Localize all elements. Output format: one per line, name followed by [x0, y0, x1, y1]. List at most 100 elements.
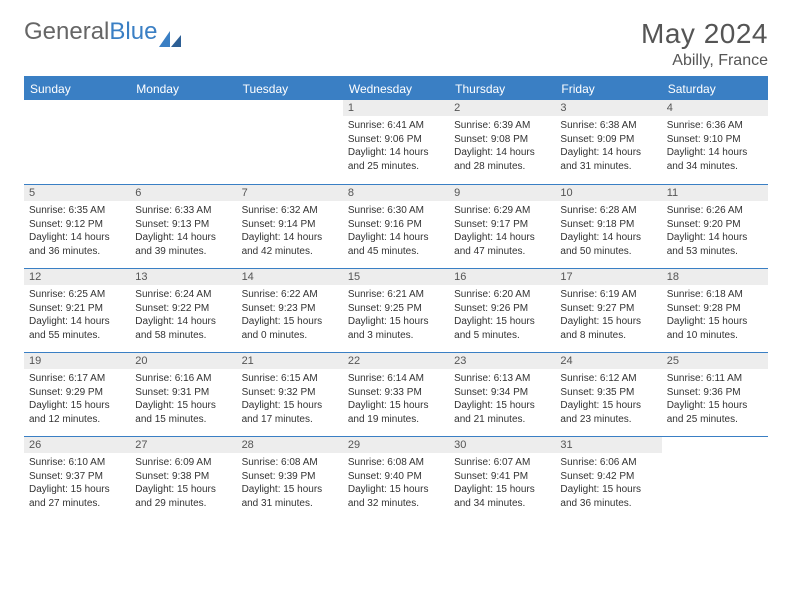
calendar-grid: SundayMondayTuesdayWednesdayThursdayFrid… [24, 76, 768, 520]
month-title: May 2024 [641, 18, 768, 50]
calendar-day: 1Sunrise: 6:41 AMSunset: 9:06 PMDaylight… [343, 100, 449, 184]
day-number: 25 [662, 353, 768, 369]
day-number: 29 [343, 437, 449, 453]
weekday-header: Friday [555, 78, 661, 100]
calendar-day: 15Sunrise: 6:21 AMSunset: 9:25 PMDayligh… [343, 268, 449, 352]
weekday-header: Sunday [24, 78, 130, 100]
day-details: Sunrise: 6:39 AMSunset: 9:08 PMDaylight:… [449, 116, 555, 178]
calendar-day: 25Sunrise: 6:11 AMSunset: 9:36 PMDayligh… [662, 352, 768, 436]
calendar-day: 22Sunrise: 6:14 AMSunset: 9:33 PMDayligh… [343, 352, 449, 436]
day-number: 22 [343, 353, 449, 369]
day-number: 17 [555, 269, 661, 285]
day-number: 13 [130, 269, 236, 285]
day-number: 7 [237, 185, 343, 201]
day-details: Sunrise: 6:13 AMSunset: 9:34 PMDaylight:… [449, 369, 555, 431]
calendar-day: 7Sunrise: 6:32 AMSunset: 9:14 PMDaylight… [237, 184, 343, 268]
day-number: 2 [449, 100, 555, 116]
logo-sail-icon [159, 26, 181, 42]
calendar-day: 3Sunrise: 6:38 AMSunset: 9:09 PMDaylight… [555, 100, 661, 184]
calendar-day: 13Sunrise: 6:24 AMSunset: 9:22 PMDayligh… [130, 268, 236, 352]
location-label: Abilly, France [641, 52, 768, 70]
day-details: Sunrise: 6:38 AMSunset: 9:09 PMDaylight:… [555, 116, 661, 178]
day-number: 16 [449, 269, 555, 285]
day-number: 30 [449, 437, 555, 453]
day-number: 31 [555, 437, 661, 453]
day-details: Sunrise: 6:35 AMSunset: 9:12 PMDaylight:… [24, 201, 130, 263]
day-number: 21 [237, 353, 343, 369]
calendar-day: 12Sunrise: 6:25 AMSunset: 9:21 PMDayligh… [24, 268, 130, 352]
calendar-day: 16Sunrise: 6:20 AMSunset: 9:26 PMDayligh… [449, 268, 555, 352]
day-details: Sunrise: 6:12 AMSunset: 9:35 PMDaylight:… [555, 369, 661, 431]
day-number: 4 [662, 100, 768, 116]
day-details: Sunrise: 6:10 AMSunset: 9:37 PMDaylight:… [24, 453, 130, 515]
day-details: Sunrise: 6:07 AMSunset: 9:41 PMDaylight:… [449, 453, 555, 515]
calendar-day: 26Sunrise: 6:10 AMSunset: 9:37 PMDayligh… [24, 436, 130, 520]
day-number: 3 [555, 100, 661, 116]
day-number: 9 [449, 185, 555, 201]
calendar-day: 23Sunrise: 6:13 AMSunset: 9:34 PMDayligh… [449, 352, 555, 436]
day-details: Sunrise: 6:08 AMSunset: 9:39 PMDaylight:… [237, 453, 343, 515]
day-details: Sunrise: 6:24 AMSunset: 9:22 PMDaylight:… [130, 285, 236, 347]
day-number: 5 [24, 185, 130, 201]
calendar-day: 20Sunrise: 6:16 AMSunset: 9:31 PMDayligh… [130, 352, 236, 436]
day-details: Sunrise: 6:36 AMSunset: 9:10 PMDaylight:… [662, 116, 768, 178]
calendar-day: 8Sunrise: 6:30 AMSunset: 9:16 PMDaylight… [343, 184, 449, 268]
calendar-empty: 0. [24, 100, 130, 184]
calendar-day: 9Sunrise: 6:29 AMSunset: 9:17 PMDaylight… [449, 184, 555, 268]
brand-part2: Blue [109, 18, 157, 46]
weekday-header: Wednesday [343, 78, 449, 100]
day-details: Sunrise: 6:19 AMSunset: 9:27 PMDaylight:… [555, 285, 661, 347]
weekday-header: Monday [130, 78, 236, 100]
day-number: 18 [662, 269, 768, 285]
calendar-empty: 0. [130, 100, 236, 184]
day-number: 24 [555, 353, 661, 369]
day-number: 27 [130, 437, 236, 453]
calendar-day: 14Sunrise: 6:22 AMSunset: 9:23 PMDayligh… [237, 268, 343, 352]
day-details: Sunrise: 6:15 AMSunset: 9:32 PMDaylight:… [237, 369, 343, 431]
day-number: 12 [24, 269, 130, 285]
calendar-day: 27Sunrise: 6:09 AMSunset: 9:38 PMDayligh… [130, 436, 236, 520]
day-number: 14 [237, 269, 343, 285]
day-details: Sunrise: 6:16 AMSunset: 9:31 PMDaylight:… [130, 369, 236, 431]
day-details: Sunrise: 6:06 AMSunset: 9:42 PMDaylight:… [555, 453, 661, 515]
day-details: Sunrise: 6:18 AMSunset: 9:28 PMDaylight:… [662, 285, 768, 347]
calendar-day: 5Sunrise: 6:35 AMSunset: 9:12 PMDaylight… [24, 184, 130, 268]
day-details: Sunrise: 6:32 AMSunset: 9:14 PMDaylight:… [237, 201, 343, 263]
day-number: 23 [449, 353, 555, 369]
calendar-day: 19Sunrise: 6:17 AMSunset: 9:29 PMDayligh… [24, 352, 130, 436]
day-number: 8 [343, 185, 449, 201]
calendar-day: 2Sunrise: 6:39 AMSunset: 9:08 PMDaylight… [449, 100, 555, 184]
day-number: 1 [343, 100, 449, 116]
brand-logo: GeneralBlue [24, 18, 181, 46]
day-details: Sunrise: 6:26 AMSunset: 9:20 PMDaylight:… [662, 201, 768, 263]
calendar-day: 21Sunrise: 6:15 AMSunset: 9:32 PMDayligh… [237, 352, 343, 436]
day-details: Sunrise: 6:41 AMSunset: 9:06 PMDaylight:… [343, 116, 449, 178]
day-details: Sunrise: 6:25 AMSunset: 9:21 PMDaylight:… [24, 285, 130, 347]
brand-part1: General [24, 18, 109, 46]
day-number: 11 [662, 185, 768, 201]
day-details: Sunrise: 6:14 AMSunset: 9:33 PMDaylight:… [343, 369, 449, 431]
day-details: Sunrise: 6:33 AMSunset: 9:13 PMDaylight:… [130, 201, 236, 263]
calendar-day: 4Sunrise: 6:36 AMSunset: 9:10 PMDaylight… [662, 100, 768, 184]
day-details: Sunrise: 6:20 AMSunset: 9:26 PMDaylight:… [449, 285, 555, 347]
weekday-header: Saturday [662, 78, 768, 100]
header: GeneralBlue May 2024 Abilly, France [24, 18, 768, 70]
day-details: Sunrise: 6:22 AMSunset: 9:23 PMDaylight:… [237, 285, 343, 347]
day-number: 10 [555, 185, 661, 201]
day-details: Sunrise: 6:29 AMSunset: 9:17 PMDaylight:… [449, 201, 555, 263]
calendar-day: 11Sunrise: 6:26 AMSunset: 9:20 PMDayligh… [662, 184, 768, 268]
calendar-day: 28Sunrise: 6:08 AMSunset: 9:39 PMDayligh… [237, 436, 343, 520]
calendar-day: 6Sunrise: 6:33 AMSunset: 9:13 PMDaylight… [130, 184, 236, 268]
calendar-day: 24Sunrise: 6:12 AMSunset: 9:35 PMDayligh… [555, 352, 661, 436]
day-details: Sunrise: 6:30 AMSunset: 9:16 PMDaylight:… [343, 201, 449, 263]
day-number: 28 [237, 437, 343, 453]
calendar-day: 29Sunrise: 6:08 AMSunset: 9:40 PMDayligh… [343, 436, 449, 520]
day-details: Sunrise: 6:09 AMSunset: 9:38 PMDaylight:… [130, 453, 236, 515]
day-details: Sunrise: 6:28 AMSunset: 9:18 PMDaylight:… [555, 201, 661, 263]
title-block: May 2024 Abilly, France [641, 18, 768, 70]
calendar-empty: 0. [662, 436, 768, 520]
calendar-day: 10Sunrise: 6:28 AMSunset: 9:18 PMDayligh… [555, 184, 661, 268]
calendar-empty: 0. [237, 100, 343, 184]
weekday-header: Thursday [449, 78, 555, 100]
weekday-header: Tuesday [237, 78, 343, 100]
